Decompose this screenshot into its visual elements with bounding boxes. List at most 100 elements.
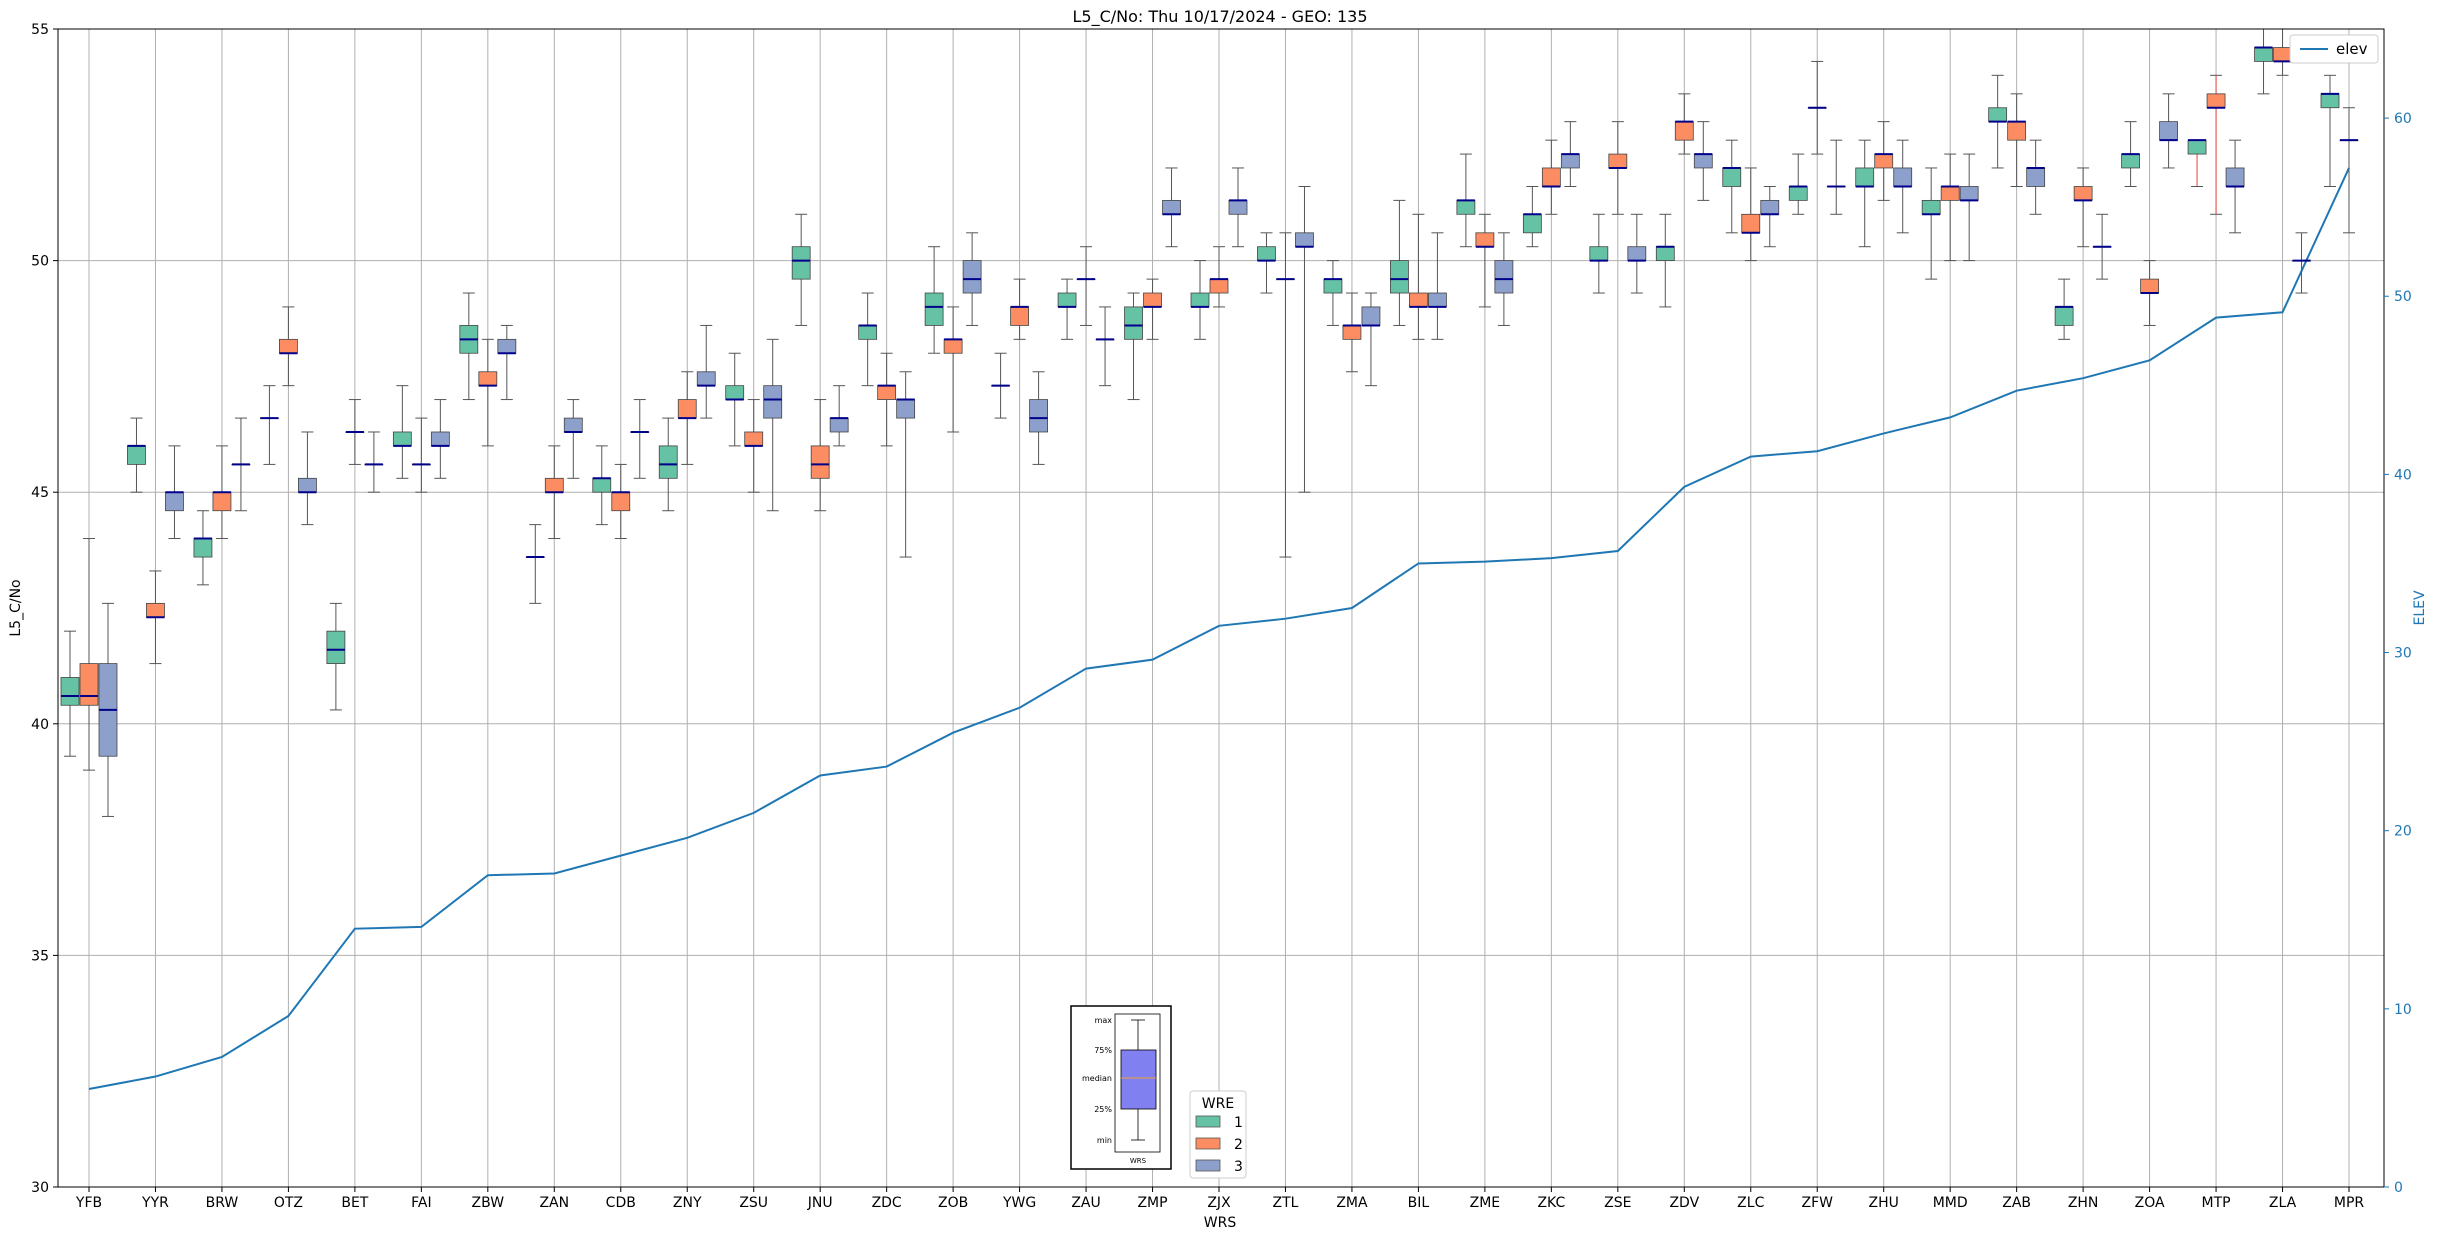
box-ZTL-wre1 <box>1257 232 1276 294</box>
x-axis: YFB YYR BRW OTZ BET FAI ZBW ZAN CDB ZNY ZSU JNU ZDC Z… <box>75 1187 2364 1211</box>
wre-legend-label-3: 3 <box>1234 1159 1243 1175</box>
box-iqr <box>1428 292 1447 308</box>
x-tick-label: ZHN <box>2068 1195 2099 1211</box>
box-ZLC-wre2 <box>1741 167 1761 262</box>
box-ZJX-wre2 <box>1209 246 1229 308</box>
box-iqr <box>1627 246 1647 261</box>
elev-legend-frame <box>2289 34 2379 64</box>
y-tick-label: 45 <box>31 485 49 501</box>
x-tick-label: ZSE <box>1604 1195 1631 1211</box>
inset-label-median: median <box>1082 1074 1112 1083</box>
box-iqr <box>60 677 80 706</box>
box-ZDV-wre3 <box>1693 121 1713 201</box>
box-ZTL-wre3 <box>1295 185 1314 493</box>
y-axis-left: 30 35 40 45 50 55 <box>31 22 58 1196</box>
box-ZMA-wre1 <box>1323 260 1343 326</box>
box-ZDC-wre3 <box>896 371 916 558</box>
box-ZHN-wre2 <box>2073 167 2093 248</box>
box-iqr <box>2254 47 2273 62</box>
box-ZMA-wre2 <box>1342 292 1362 373</box>
box-iqr <box>2121 153 2140 169</box>
box-iqr <box>1760 199 1780 215</box>
inset-box <box>1120 1049 1157 1110</box>
box-BRW-wre1 <box>193 510 213 586</box>
box-iqr <box>1722 167 1742 187</box>
y2-tick-label: 0 <box>2394 1180 2403 1196</box>
box-iqr <box>725 385 745 400</box>
box-iqr <box>1456 199 1476 215</box>
x-tick-label: FAI <box>411 1195 431 1211</box>
x-tick-label: ZLC <box>1737 1195 1764 1211</box>
box-iqr <box>1361 306 1381 326</box>
box-BRW-wre2 <box>212 445 232 540</box>
box-iqr <box>1541 167 1561 187</box>
box-ZJX-wre3 <box>1228 167 1248 248</box>
box-iqr <box>1988 107 2008 123</box>
box-ZSU-wre3 <box>763 338 783 512</box>
box-iqr <box>1494 260 1514 294</box>
box-ZSE-wre1 <box>1589 213 1609 294</box>
box-MMD-wre1 <box>1921 167 1941 280</box>
box-ZNY-wre3 <box>696 324 716 419</box>
box-MTP-wre3 <box>2225 139 2245 234</box>
box-iqr <box>1589 246 1609 261</box>
box-iqr <box>2206 93 2226 109</box>
box-JNU-wre2 <box>810 399 830 512</box>
box-ZSU-wre2 <box>744 399 764 493</box>
box-iqr <box>858 325 878 340</box>
box-iqr <box>1143 292 1162 308</box>
box-ZAN-wre3 <box>563 399 583 479</box>
y-axis-right: 0 10 20 30 40 50 60 <box>2384 111 2412 1196</box>
box-iqr <box>1921 199 1941 215</box>
box-iqr <box>563 417 583 433</box>
box-YFB-wre3 <box>98 602 118 817</box>
box-YYR-wre3 <box>165 445 184 540</box>
box-MPR-wre2 <box>2339 107 2359 234</box>
y-tick-label: 50 <box>31 254 49 270</box>
x-tick-label: JNU <box>807 1195 833 1211</box>
box-CDB-wre1 <box>592 445 612 526</box>
x-tick-label: YWG <box>1002 1195 1036 1211</box>
box-CDB-wre2 <box>611 463 631 540</box>
box-iqr <box>1655 246 1675 261</box>
box-iqr <box>2187 139 2207 155</box>
box-iqr <box>2054 306 2074 326</box>
x-axis-label: WRS <box>1204 1215 1237 1231</box>
box-ZHN-wre3 <box>2092 213 2112 280</box>
box-YYR-wre1 <box>127 417 146 493</box>
y2-tick-label: 30 <box>2394 646 2412 662</box>
box-iqr <box>1674 121 1694 141</box>
box-iqr <box>924 292 944 326</box>
box-iqr <box>1323 278 1343 294</box>
box-iqr <box>212 491 232 512</box>
box-iqr <box>1257 246 1276 261</box>
y-tick-label: 55 <box>31 22 49 38</box>
y2-tick-label: 40 <box>2394 467 2412 483</box>
box-layer <box>60 28 2359 817</box>
x-tick-label: ZME <box>1470 1195 1501 1211</box>
box-ZLA-wre1 <box>2254 28 2273 95</box>
box-ZME-wre2 <box>1475 213 1495 308</box>
box-iqr <box>146 602 165 618</box>
box-ZLA-wre3 <box>2292 232 2311 294</box>
box-ZAU-wre1 <box>1057 278 1077 340</box>
box-iqr <box>2140 278 2159 294</box>
box-ZMA-wre3 <box>1361 292 1381 387</box>
x-tick-label: ZJX <box>1207 1195 1231 1211</box>
box-iqr <box>478 371 498 387</box>
box-iqr <box>943 338 963 354</box>
x-tick-label: BIL <box>1408 1195 1430 1211</box>
x-tick-label: ZKC <box>1537 1195 1565 1211</box>
box-iqr <box>1390 260 1409 294</box>
box-iqr <box>1560 153 1580 169</box>
box-YWG-wre1 <box>991 352 1010 419</box>
x-tick-label: OTZ <box>274 1195 303 1211</box>
box-iqr <box>2225 167 2245 187</box>
box-iqr <box>165 491 184 512</box>
y2-axis-label: ELEV <box>2412 590 2428 625</box>
x-tick-label: ZFW <box>1801 1195 1833 1211</box>
box-iqr <box>2320 93 2340 109</box>
box-iqr <box>1162 199 1181 215</box>
box-FAI-wre3 <box>430 399 450 479</box>
box-iqr <box>127 445 146 465</box>
